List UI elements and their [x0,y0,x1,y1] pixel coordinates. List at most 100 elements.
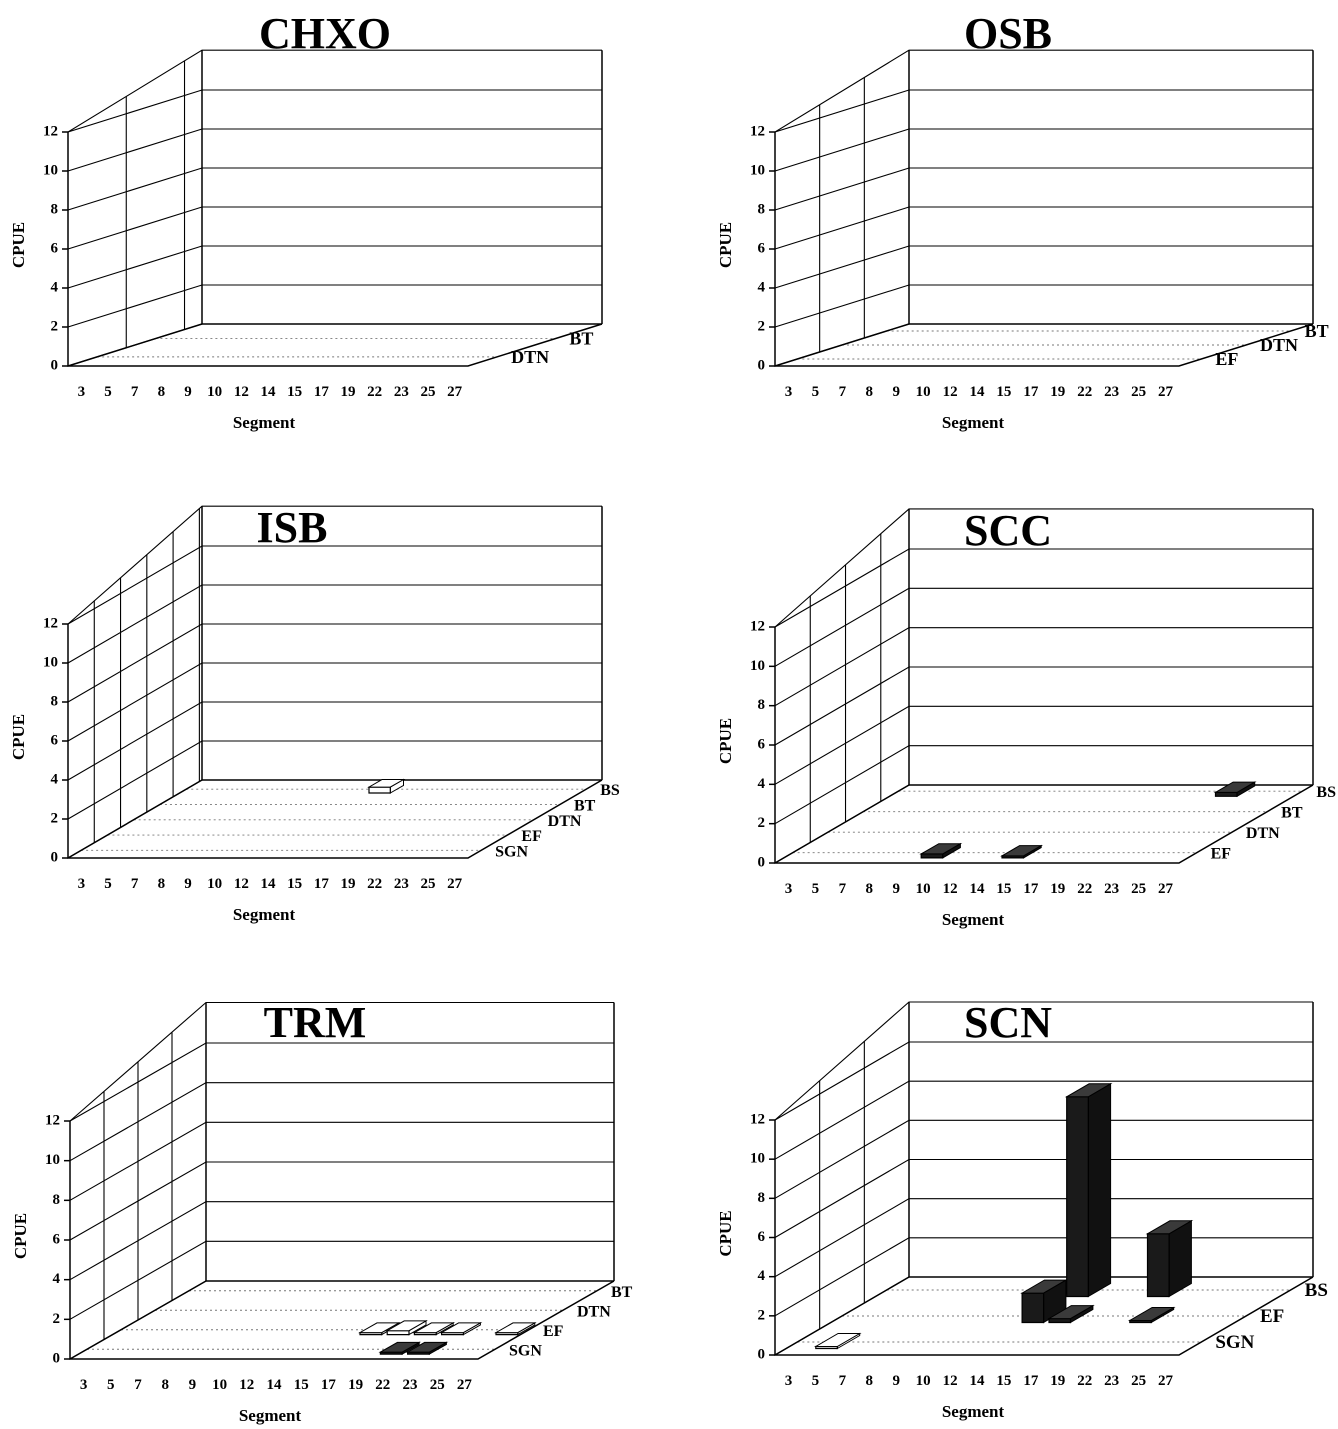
depth-label: EF [1211,846,1232,863]
x-tick-label: 9 [184,876,192,892]
x-tick-label: 25 [421,876,436,892]
cpue-gridline [67,245,602,289]
depth-label: EF [521,828,542,845]
depth-label: BS [600,782,620,799]
bar-top [1047,1305,1095,1320]
x-tick-label: 23 [394,876,409,892]
y-tick-label: 12 [43,615,58,631]
x-tick-label: 12 [943,1373,958,1389]
depth-label: BT [574,797,596,814]
y-axis-label: CPUE [9,714,28,760]
depth-label: SGN [1215,1332,1254,1353]
y-tick-label: 10 [750,658,765,674]
y-tick-label: 12 [43,123,58,139]
x-tick-label: 12 [234,384,249,400]
y-tick-label: 12 [750,618,765,634]
y-tick-label: 12 [750,1111,765,1127]
y-tick-label: 10 [750,1151,765,1167]
cpue-gridline [69,1161,614,1241]
x-tick-label: 3 [78,384,86,400]
floor-left-edge [774,1276,910,1356]
x-tick-label: 12 [943,881,958,897]
x-tick-label: 9 [184,384,192,400]
y-tick-label: 0 [758,1346,766,1362]
x-tick-label: 3 [80,1377,88,1393]
wall-top-edge [67,49,602,133]
x-tick-label: 7 [839,1373,847,1389]
bar-front [1048,1317,1072,1324]
x-tick-label: 17 [314,876,330,892]
x-tick-label: 7 [134,1377,142,1393]
x-tick-label: 14 [970,881,986,897]
bar-side [1087,1082,1112,1298]
x-tick-label: 17 [1023,881,1039,897]
chart-title: TRM [264,998,367,1047]
x-tick-label: 19 [1050,881,1065,897]
axis-frame [774,627,1314,864]
bar-top [1127,1307,1176,1321]
x-tick-label: 22 [1077,881,1092,897]
x-tick-label: 25 [1131,384,1146,400]
y-tick-label: 4 [758,1268,766,1284]
depth-label: DTN [1246,825,1280,842]
wall-top-edge [774,49,1313,133]
floor-left-edge [67,779,203,859]
bar-top [378,1341,422,1353]
y-tick-label: 6 [758,736,766,752]
x-tick-label: 25 [1131,1373,1146,1389]
y-tick-label: 0 [758,357,766,373]
depth-label: BT [569,329,593,349]
x-tick-label: 22 [367,384,382,400]
bar-top [367,779,406,788]
wall-top-edge [69,1001,614,1122]
y-tick-label: 2 [51,318,59,334]
cpue-gridline [774,167,1313,211]
depth-label: SGN [509,1342,542,1359]
bar-front [1021,1292,1045,1324]
y-tick-label: 4 [758,279,766,295]
cpue-gridline [67,284,602,328]
x-tick-label: 10 [916,1373,931,1389]
x-tick-label: 19 [1050,1373,1065,1389]
y-tick-label: 2 [758,318,766,334]
y-tick-label: 8 [51,201,59,217]
floor-left-edge [67,323,203,367]
y-axis-label: CPUE [11,1213,30,1259]
depth-label: BS [1316,784,1336,801]
y-tick-label: 8 [758,201,766,217]
x-tick-label: 27 [1158,384,1174,400]
bar-front [368,786,391,794]
x-tick-label: 12 [234,876,249,892]
x-tick-label: 8 [866,384,874,400]
bar [494,1322,537,1336]
cpue-gridline [774,89,1313,133]
y-tick-label: 0 [51,849,59,865]
bar-top [439,1322,483,1334]
bar-top [385,1320,428,1332]
x-tick-label: 27 [457,1377,473,1393]
y-tick-label: 2 [758,1307,766,1323]
x-tick-label: 19 [341,876,356,892]
x-tick-label: 9 [892,384,900,400]
x-tick-label: 27 [447,876,463,892]
y-tick-label: 10 [750,162,765,178]
x-tick-label: 25 [421,384,436,400]
x-axis-label: Segment [942,1402,1005,1421]
x-tick-label: 23 [1104,384,1119,400]
x-tick-label: 17 [321,1377,337,1393]
floor-left-edge [774,323,910,367]
cpue-gridline [67,167,602,211]
bar-top [919,843,963,855]
bar-top [813,1333,862,1347]
cpue-gridline [69,1042,614,1122]
cpue-gridline [69,1201,614,1281]
y-tick-label: 10 [43,654,58,670]
cpue-gridline [774,128,1313,172]
x-tick-label: 8 [158,876,166,892]
depth-label: SGN [495,843,528,860]
x-tick-label: 27 [1158,1373,1174,1389]
bar-front [1066,1096,1089,1298]
y-tick-label: 6 [758,240,766,256]
x-tick-label: 23 [1104,1373,1119,1389]
